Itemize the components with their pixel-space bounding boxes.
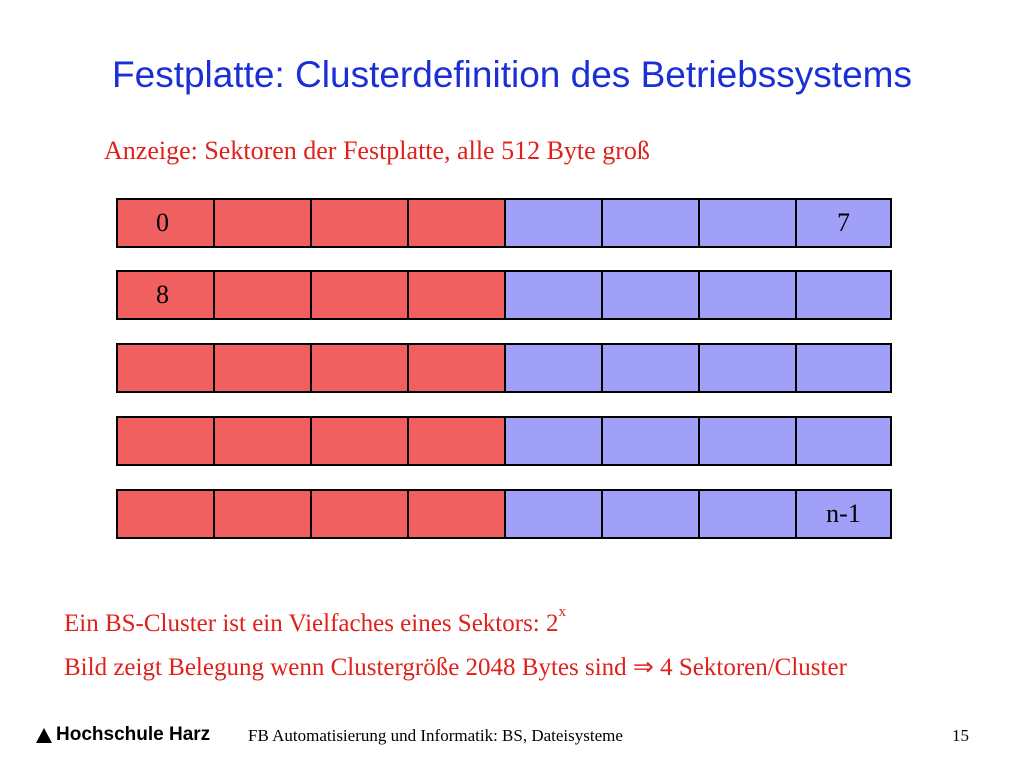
footer-text: FB Automatisierung und Informatik: BS, D…: [248, 726, 623, 745]
sector-cell: n-1: [795, 489, 892, 539]
note-line-1-exponent: x: [558, 604, 567, 620]
sector-label: 8: [156, 280, 169, 309]
diagram-caption: Anzeige: Sektoren der Festplatte, alle 5…: [104, 136, 650, 165]
page-number: 15: [952, 726, 969, 745]
sector-cell: [310, 343, 407, 393]
sector-cell: [601, 198, 698, 248]
slide-title: Festplatte: Clusterdefinition des Betrie…: [112, 54, 912, 95]
sector-cell: [213, 489, 310, 539]
sector-row: 8: [116, 270, 892, 320]
sector-cell: [310, 489, 407, 539]
sector-cell: [407, 198, 504, 248]
sector-cell: [504, 343, 601, 393]
sector-cell: [213, 198, 310, 248]
sector-cell: [698, 416, 795, 466]
triangle-logo-icon: [36, 727, 52, 743]
sector-cell: [504, 270, 601, 320]
sector-cell: [601, 270, 698, 320]
logo: Hochschule Harz: [36, 724, 210, 746]
sector-row: [116, 416, 892, 466]
note-line-1: Ein BS-Cluster ist ein Vielfaches eines …: [64, 604, 566, 638]
sector-cell: [407, 270, 504, 320]
sector-cell: [116, 343, 213, 393]
sector-cell: [795, 343, 892, 393]
sector-cell: [116, 416, 213, 466]
sector-cell: [407, 416, 504, 466]
sector-cell: [407, 343, 504, 393]
sector-cell: [698, 489, 795, 539]
sector-cell: [213, 416, 310, 466]
sector-cell: [407, 489, 504, 539]
sector-cell: [116, 489, 213, 539]
sector-cell: [310, 416, 407, 466]
sector-row: n-1: [116, 489, 892, 539]
sector-cell: [504, 416, 601, 466]
logo-text: Hochschule Harz: [56, 724, 211, 745]
sector-cell: [504, 198, 601, 248]
sector-label: n-1: [826, 499, 861, 528]
sector-cell: 7: [795, 198, 892, 248]
sector-cell: [698, 198, 795, 248]
sector-cell: [213, 270, 310, 320]
sector-row: [116, 343, 892, 393]
sector-cell: [601, 489, 698, 539]
sector-cell: 0: [116, 198, 213, 248]
sector-cell: [310, 198, 407, 248]
sector-cell: [698, 343, 795, 393]
sector-cell: [601, 416, 698, 466]
sector-cell: 8: [116, 270, 213, 320]
note-line-2: Bild zeigt Belegung wenn Clustergröße 20…: [64, 654, 847, 681]
sector-cell: [795, 270, 892, 320]
sector-cell: [310, 270, 407, 320]
sector-cell: [504, 489, 601, 539]
sector-label: 0: [156, 208, 169, 237]
sector-cell: [213, 343, 310, 393]
sector-cell: [601, 343, 698, 393]
sector-cell: [698, 270, 795, 320]
sector-cell: [795, 416, 892, 466]
note-line-1-text: Ein BS-Cluster ist ein Vielfaches eines …: [64, 610, 559, 637]
sector-label: 7: [837, 208, 850, 237]
